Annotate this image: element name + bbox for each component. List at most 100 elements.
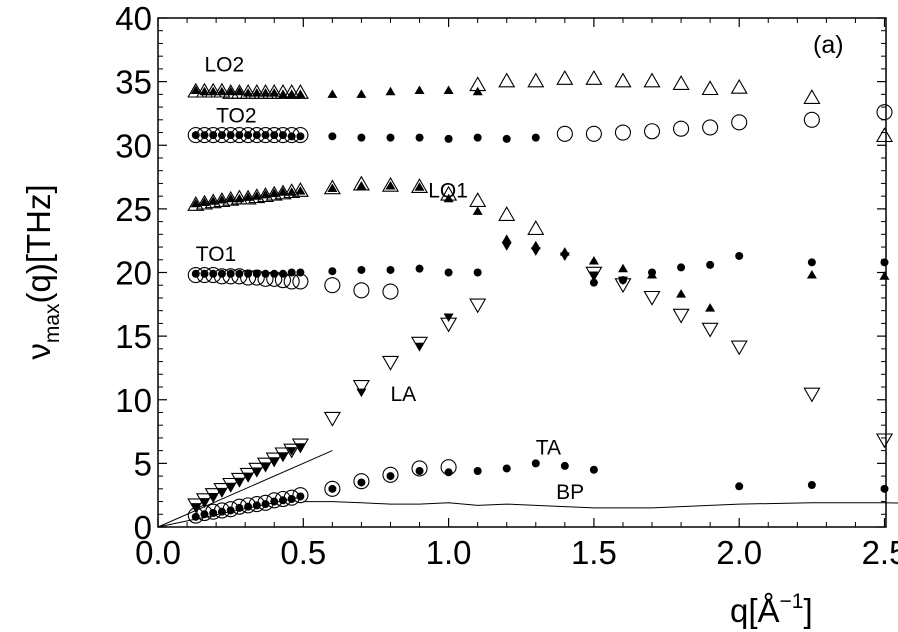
filled-up-triangle-point — [443, 85, 454, 94]
filled-down-triangle-point — [269, 457, 280, 466]
filled-up-triangle-point — [269, 88, 280, 97]
filled-down-triangle-point — [234, 477, 245, 487]
y-tick-label: 35 — [115, 64, 152, 101]
filled-circle-point — [270, 269, 279, 278]
filled-circle-point — [473, 133, 482, 142]
open-circle-point — [411, 460, 428, 477]
open-up-triangle-point — [875, 127, 894, 143]
open-circle-point — [643, 123, 661, 140]
open-up-triangle-point — [527, 72, 545, 88]
filled-down-triangle-point — [278, 452, 288, 461]
open-up-triangle-point — [614, 72, 632, 88]
annotation-to2: TO2 — [216, 104, 256, 127]
open-circle-point — [702, 119, 719, 136]
y-tick-label: 0 — [134, 509, 152, 546]
filled-circle-point — [386, 472, 395, 481]
open-up-triangle-point — [256, 83, 275, 99]
filled-circle-point — [235, 503, 244, 512]
filled-up-triangle-point — [676, 289, 687, 298]
open-up-triangle-point — [204, 82, 222, 98]
open-circle-point — [731, 114, 748, 131]
filled-circle-point — [287, 268, 296, 277]
filled-down-triangle-point — [190, 503, 201, 512]
open-down-triangle-point — [187, 498, 205, 514]
filled-up-triangle-point — [356, 181, 367, 190]
filled-up-triangle-point — [199, 86, 210, 96]
y-axis-title-sub: max — [41, 303, 64, 343]
filled-down-triangle-point — [414, 342, 425, 352]
filled-up-triangle-point — [225, 86, 236, 96]
annotations: LO2 TO2 LO1 TO1 LA TA BP — [196, 53, 584, 504]
filled-down-triangle-point — [208, 493, 219, 502]
filled-circle-point — [200, 510, 209, 519]
filled-circle-point — [807, 481, 816, 490]
filled-circle-point — [386, 133, 395, 142]
open-up-triangle-point — [556, 69, 574, 85]
filled-down-triangle-point — [443, 313, 454, 322]
open-up-triangle-point — [672, 75, 690, 90]
filled-up-triangle-point — [286, 187, 297, 196]
filled-down-triangle-point — [356, 388, 367, 398]
series-line — [157, 450, 333, 528]
filled-up-triangle-point — [208, 86, 219, 96]
open-circle-point — [324, 277, 341, 294]
filled-circle-point — [200, 269, 209, 278]
filled-circle-point — [357, 478, 366, 487]
filled-circle-point — [261, 500, 270, 509]
tick-labels: 0.00.51.01.52.02.53.03.54.00510152025303… — [115, 0, 898, 571]
filled-circle-point — [226, 506, 235, 515]
open-down-triangle-point — [875, 433, 894, 449]
filled-up-triangle-point — [806, 270, 817, 279]
x-axis-title: q[Å−1] — [730, 590, 813, 629]
filled-circle-point — [296, 268, 305, 277]
filled-up-triangle-point — [216, 86, 227, 96]
open-circle-point — [353, 282, 370, 299]
filled-up-triangle-point — [356, 89, 367, 98]
filled-circle-point — [328, 267, 337, 276]
filled-down-triangle-point — [243, 472, 254, 482]
filled-circle-point — [287, 495, 296, 504]
open-circle-point — [556, 125, 573, 142]
x-tick-label: 2.0 — [716, 534, 762, 571]
open-circle-point — [585, 125, 602, 142]
filled-down-triangle-point — [251, 467, 262, 476]
open-down-triangle-point — [672, 308, 690, 324]
filled-circle-point — [531, 459, 540, 468]
filled-up-triangle-point — [414, 182, 425, 191]
filled-up-triangle-point — [501, 234, 512, 243]
open-circle-point — [324, 480, 341, 497]
open-down-triangle-point — [701, 322, 719, 338]
open-up-triangle-point — [274, 83, 292, 99]
annotation-lo2: LO2 — [204, 53, 244, 76]
open-up-triangle-point — [323, 179, 341, 195]
annotation-la: LA — [390, 383, 416, 406]
filled-down-triangle-point — [216, 487, 227, 497]
open-up-triangle-point — [410, 178, 429, 193]
annotation-lo1: LO1 — [428, 179, 468, 202]
open-down-triangle-point — [323, 411, 341, 427]
open-up-triangle-point — [730, 78, 748, 94]
open-up-triangle-point — [222, 83, 240, 99]
x-axis-title-sup: −1 — [780, 590, 804, 613]
filled-circle-point — [217, 269, 226, 278]
open-down-triangle-point — [256, 457, 275, 473]
filled-up-triangle-point — [705, 303, 716, 312]
filled-up-triangle-point — [269, 188, 280, 198]
fit-lines — [157, 450, 898, 528]
filled-down-triangle-point — [199, 498, 210, 507]
x-tick-label: 0.5 — [280, 534, 326, 571]
filled-up-triangle-point — [278, 89, 288, 98]
filled-circle-point — [191, 512, 200, 521]
filled-circle-point — [706, 260, 715, 269]
filled-circle-point — [357, 265, 366, 274]
filled-up-triangle-point — [327, 183, 338, 192]
open-up-triangle-point — [230, 189, 248, 205]
filled-up-triangle-point — [199, 197, 210, 206]
filled-circle-point — [357, 133, 366, 142]
filled-circle-point — [589, 465, 598, 474]
open-up-triangle-point — [195, 82, 214, 98]
y-tick-label: 40 — [115, 0, 152, 37]
open-up-triangle-point — [230, 83, 248, 99]
filled-circle-point — [415, 467, 424, 476]
filled-circle-point — [296, 132, 305, 141]
